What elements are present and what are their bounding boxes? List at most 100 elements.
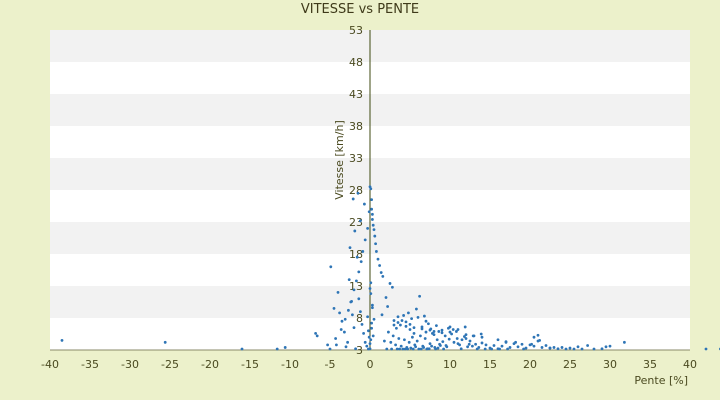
data-point: [463, 335, 466, 338]
data-point: [344, 345, 348, 349]
x-tick-label: -35: [81, 358, 99, 371]
data-point: [400, 319, 404, 322]
data-point: [536, 333, 540, 337]
y-tick-label: 53: [349, 24, 363, 37]
x-tick-label: 30: [603, 358, 617, 371]
data-point: [448, 330, 452, 334]
y-tick-label: 38: [349, 120, 363, 133]
data-point: [415, 339, 419, 343]
data-point: [334, 337, 337, 340]
data-point: [435, 338, 439, 342]
x-tick-label: 15: [483, 358, 497, 371]
data-point: [418, 294, 421, 298]
data-point: [391, 334, 395, 338]
data-point: [369, 292, 373, 296]
data-point: [357, 270, 361, 274]
data-point: [362, 331, 365, 335]
data-point: [366, 227, 369, 230]
data-point: [423, 337, 427, 340]
data-point: [455, 337, 459, 340]
data-point: [371, 218, 374, 221]
data-point: [420, 325, 424, 329]
data-point: [600, 347, 604, 351]
y-tick-label: 28: [349, 184, 363, 197]
data-point: [450, 332, 453, 336]
data-point: [401, 347, 405, 351]
data-point: [498, 347, 501, 351]
data-point: [352, 326, 356, 329]
data-point: [370, 207, 373, 211]
y-tick-label: 43: [349, 88, 363, 101]
data-point: [468, 339, 472, 343]
data-point: [359, 260, 363, 264]
data-point: [383, 339, 386, 343]
data-point: [472, 334, 476, 338]
data-point: [471, 344, 474, 348]
data-point: [432, 330, 436, 333]
data-point: [390, 347, 393, 351]
data-point: [60, 339, 64, 342]
data-point: [532, 335, 536, 339]
data-point: [608, 344, 612, 348]
data-point: [384, 296, 388, 299]
data-point: [375, 250, 378, 253]
data-point: [576, 345, 580, 349]
data-point: [354, 347, 357, 351]
data-point: [530, 342, 533, 346]
data-point: [385, 347, 389, 351]
data-point: [437, 330, 441, 333]
y-tick-label: 3: [356, 344, 363, 357]
data-point: [556, 347, 560, 351]
data-point: [329, 265, 333, 269]
data-point: [440, 331, 444, 335]
data-point: [496, 338, 500, 342]
data-point: [283, 346, 287, 349]
data-point: [368, 287, 372, 290]
data-point: [356, 191, 360, 195]
data-point: [392, 323, 396, 327]
data-point: [572, 347, 576, 351]
data-point: [348, 246, 352, 250]
data-point: [367, 210, 371, 214]
data-point: [408, 328, 412, 331]
y-axis-label: Vitesse [km/h]: [333, 120, 346, 200]
data-point: [359, 219, 362, 223]
data-point: [520, 342, 524, 346]
data-point: [338, 311, 341, 315]
data-point: [536, 339, 540, 343]
data-point: [343, 330, 346, 334]
data-point: [340, 319, 344, 323]
data-point: [490, 347, 493, 351]
data-point: [417, 347, 421, 351]
data-point: [411, 335, 414, 339]
data-point: [371, 303, 374, 307]
data-point: [368, 347, 372, 351]
x-tick-label: 40: [683, 358, 697, 371]
data-point: [436, 346, 440, 350]
data-point: [524, 346, 528, 350]
y-tick-label: 33: [349, 152, 363, 165]
data-point: [412, 331, 416, 335]
data-point: [396, 315, 400, 319]
data-point: [447, 337, 451, 341]
data-point: [343, 317, 347, 321]
data-point: [522, 347, 525, 351]
data-point: [403, 338, 406, 342]
data-point: [506, 347, 509, 351]
data-point: [428, 342, 432, 345]
y-tick-label: 8: [356, 312, 363, 325]
data-point: [464, 333, 468, 337]
data-point: [363, 202, 366, 206]
data-point: [355, 255, 359, 259]
data-point: [370, 321, 373, 325]
data-point: [351, 313, 354, 317]
data-point: [372, 228, 376, 232]
data-point: [407, 311, 410, 315]
x-tick-label: 35: [643, 358, 657, 371]
data-point: [483, 347, 487, 351]
data-point: [402, 314, 405, 317]
data-point: [415, 307, 418, 311]
data-point: [363, 238, 367, 242]
data-point: [419, 347, 423, 351]
